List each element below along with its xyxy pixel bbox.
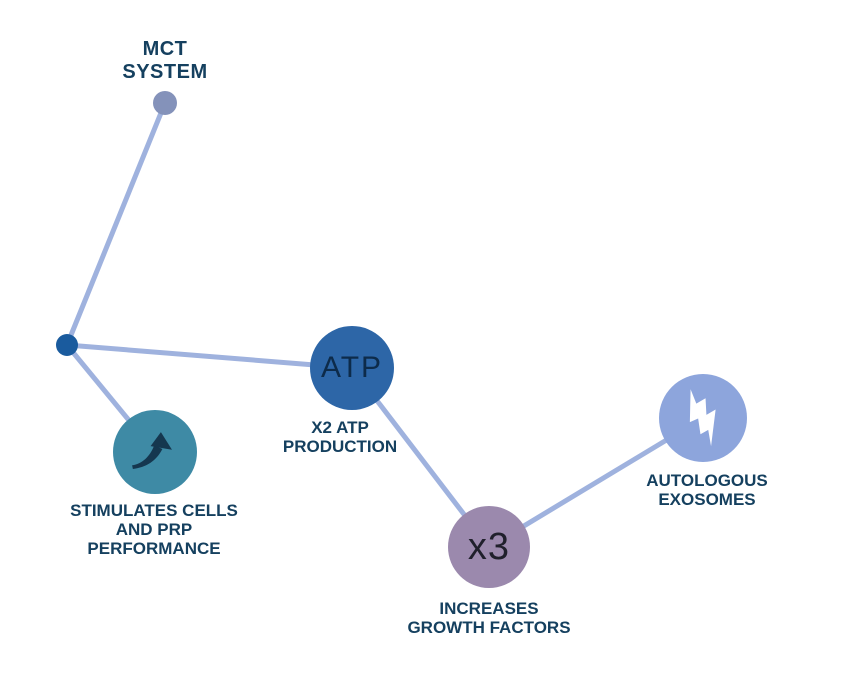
connector-junction-to-atp	[66, 342, 353, 371]
lightning-icon	[678, 387, 728, 449]
mct-system-label: MCT SYSTEM	[122, 38, 208, 83]
growth-factors-node: x3	[448, 506, 530, 588]
x3-symbol: x3	[467, 525, 511, 568]
growth-arrow-icon	[124, 421, 186, 483]
stimulates-cells-label: STIMULATES CELLS AND PRP PERFORMANCE	[70, 501, 238, 558]
connector-mct-to-junction	[64, 102, 168, 346]
atp-symbol: ATP	[320, 351, 384, 384]
exosomes-node	[659, 374, 747, 462]
mct-node-dot	[153, 91, 177, 115]
atp-node: ATP	[310, 326, 394, 410]
growth-factors-label: INCREASES GROWTH FACTORS	[407, 599, 571, 637]
stimulates-node	[113, 410, 197, 494]
autologous-exosomes-label: AUTOLOGOUS EXOSOMES	[646, 471, 768, 509]
junction-node-dot	[56, 334, 78, 356]
atp-production-label: X2 ATP PRODUCTION	[282, 418, 398, 456]
